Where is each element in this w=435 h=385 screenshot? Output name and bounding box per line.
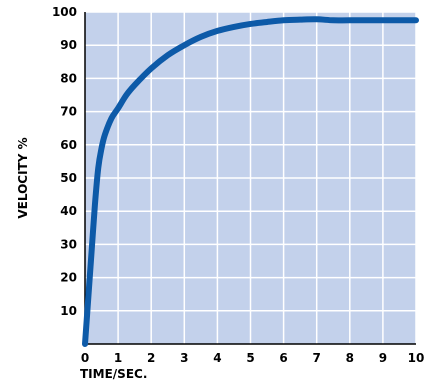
x-tick-labels: 0 1 2 3 4 5 6 7 8 9 10 (81, 351, 425, 365)
y-tick-label: 20 (60, 271, 77, 285)
y-tick-label: 10 (60, 304, 77, 318)
y-tick-label: 60 (60, 138, 77, 152)
y-tick-label: 30 (60, 237, 77, 251)
y-axis-label: VELOCITY % (16, 137, 30, 218)
y-tick-label: 100 (52, 5, 77, 19)
x-tick-label: 5 (246, 351, 254, 365)
x-tick-label: 3 (180, 351, 188, 365)
x-tick-label: 4 (213, 351, 221, 365)
y-tick-label: 80 (60, 71, 77, 85)
y-tick-label: 70 (60, 105, 77, 119)
y-tick-label: 40 (60, 204, 77, 218)
y-tick-labels: 10 20 30 40 50 60 70 80 90 100 (52, 5, 77, 318)
axes (84, 12, 416, 345)
y-tick-label: 90 (60, 38, 77, 52)
x-axis-label: TIME/SEC. (80, 367, 147, 381)
x-tick-label: 6 (279, 351, 287, 365)
x-tick-label: 8 (346, 351, 354, 365)
x-tick-label: 9 (379, 351, 387, 365)
x-tick-label: 1 (114, 351, 122, 365)
grid-lines (85, 11, 417, 344)
x-tick-label: 2 (147, 351, 155, 365)
x-tick-label: 0 (81, 351, 89, 365)
x-tick-label: 7 (313, 351, 321, 365)
velocity-line (82, 16, 419, 347)
y-tick-label: 50 (60, 171, 77, 185)
x-tick-label: 10 (408, 351, 425, 365)
